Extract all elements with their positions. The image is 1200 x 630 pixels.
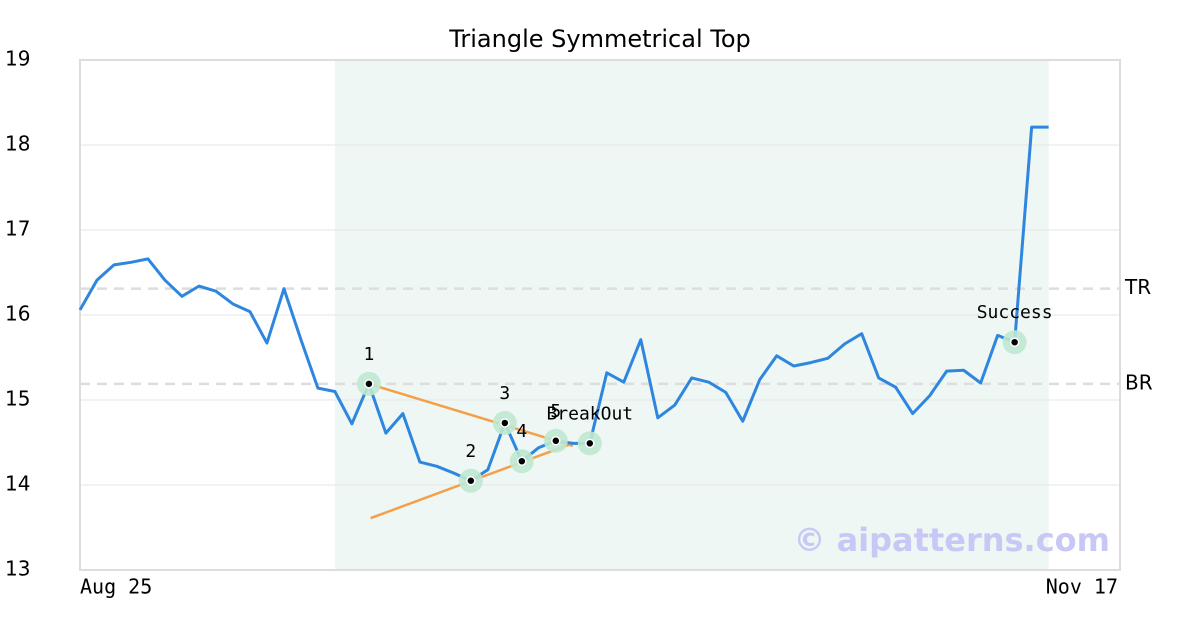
pattern-point xyxy=(500,418,510,428)
y-tick-label: 18 xyxy=(5,132,30,156)
pattern-point xyxy=(364,379,374,389)
pattern-label: 5 xyxy=(550,401,561,422)
y-tick-label: 19 xyxy=(5,47,30,71)
y-tick-label: 13 xyxy=(5,557,30,581)
pattern-label: 1 xyxy=(363,344,374,365)
pattern-point xyxy=(585,438,595,449)
y-tick-label: 17 xyxy=(5,217,30,241)
pattern-point xyxy=(517,456,527,466)
watermark: © aipatterns.com xyxy=(793,521,1110,559)
trend-line xyxy=(368,382,574,448)
pattern-label: 2 xyxy=(465,441,476,462)
pattern-point xyxy=(466,476,476,486)
reference-label: TR xyxy=(1124,275,1151,299)
reference-label: BR xyxy=(1125,370,1153,394)
pattern-label: 4 xyxy=(516,421,527,442)
pattern-label: 3 xyxy=(499,383,510,404)
x-tick-label: Nov 17 xyxy=(1046,575,1118,599)
chart-title: Triangle Symmetrical Top xyxy=(448,25,751,53)
pattern-label: BreakOut xyxy=(546,403,633,424)
y-tick-label: 16 xyxy=(5,302,30,326)
x-tick-label: Aug 25 xyxy=(80,575,152,599)
y-tick-label: 15 xyxy=(5,387,30,411)
pattern-label: Success xyxy=(977,302,1053,323)
plot-frame xyxy=(79,59,1121,571)
y-tick-label: 14 xyxy=(5,472,30,496)
pattern-point xyxy=(551,436,561,446)
pattern-point xyxy=(1009,337,1020,347)
